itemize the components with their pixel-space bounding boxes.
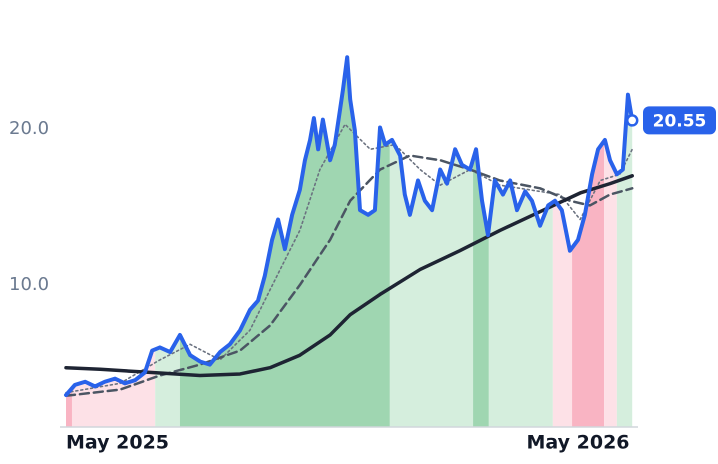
- series-line: [64, 55, 635, 398]
- y-tick-label: 20.0: [9, 118, 49, 139]
- regime-band: [66, 57, 72, 427]
- regime-band: [389, 57, 474, 427]
- regime-band: [616, 57, 633, 427]
- y-tick-label: 10.0: [9, 274, 49, 295]
- last-value-label: 20.55: [653, 111, 707, 131]
- regime-band: [155, 57, 180, 427]
- series-line: [64, 174, 634, 378]
- series-line: [65, 123, 634, 394]
- last-value-badge: [643, 106, 716, 135]
- regime-band: [179, 57, 390, 427]
- series-line: [64, 154, 634, 398]
- x-tick-label: May 2025: [66, 432, 169, 454]
- regime-band: [572, 57, 605, 427]
- regime-band: [71, 57, 156, 427]
- x-tick-label: May 2026: [527, 432, 630, 454]
- regime-band: [488, 57, 553, 427]
- last-point: [625, 114, 639, 127]
- regime-band: [604, 57, 617, 427]
- line-layer: [64, 55, 635, 398]
